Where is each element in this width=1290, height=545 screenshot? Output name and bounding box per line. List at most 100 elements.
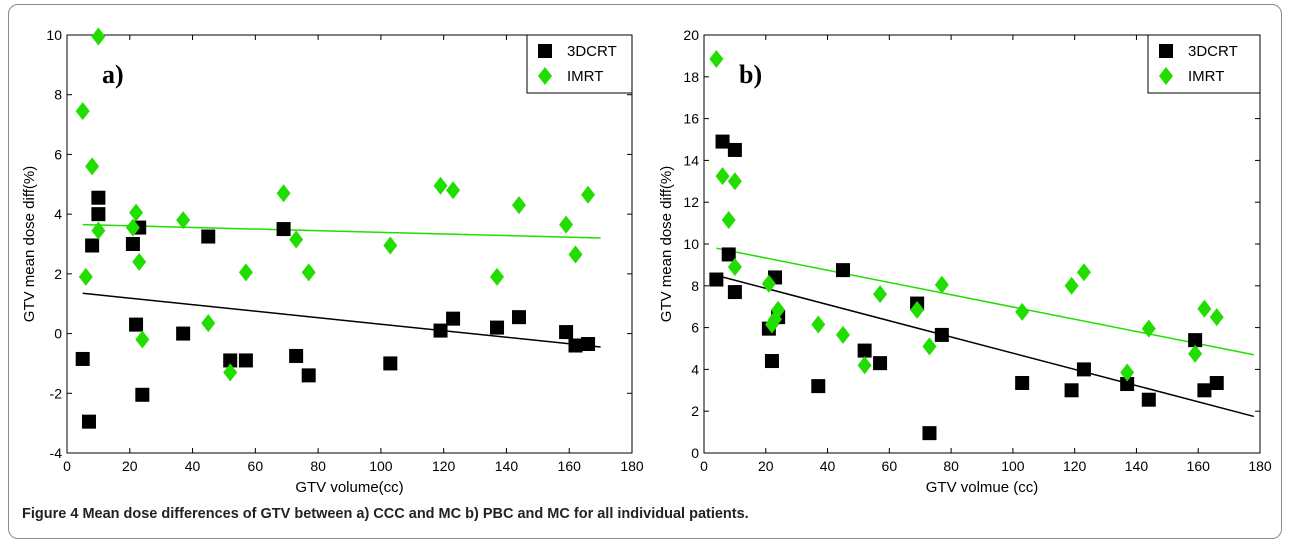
panel-a-imrt-point xyxy=(125,218,140,237)
panel-b-x-tick-label: 180 xyxy=(1248,458,1272,474)
panel-b-3dcrt-point xyxy=(1076,362,1091,377)
panel-a-3dcrt-point xyxy=(176,326,191,341)
panel-a-imrt-point xyxy=(78,267,93,286)
panel-a-3dcrt-point xyxy=(91,207,106,222)
panel-b-imrt-point xyxy=(1188,344,1203,363)
panel-b-3dcrt-point xyxy=(1188,333,1203,348)
panel-a-3dcrt-point xyxy=(81,414,96,429)
panel-a-imrt-point xyxy=(581,185,596,204)
panel-a-imrt-point xyxy=(568,245,583,264)
panel-b-3dcrt-point xyxy=(1209,375,1224,390)
panel-b-imrt-point xyxy=(836,325,850,344)
figure-frame xyxy=(8,4,1282,539)
panel-b-3dcrt-point xyxy=(715,134,730,149)
panel-b-x-axis-label: GTV volmue (cc) xyxy=(926,479,1039,496)
panel-b-x-tick-label: 20 xyxy=(758,458,774,474)
panel-a-legend-marker-3dcrt xyxy=(538,44,552,58)
panel-a-3dcrt-point xyxy=(568,338,583,353)
panel-b-imrt-point xyxy=(934,275,949,294)
panel-b-imrt-point xyxy=(873,285,888,304)
panel-b-3dcrt-point xyxy=(934,327,949,342)
panel-a-imrt-point xyxy=(91,221,106,240)
panel-b-y-tick-label: 10 xyxy=(683,236,699,252)
panel-b-imrt-point xyxy=(857,356,872,375)
panel-b-imrt-point xyxy=(715,167,730,186)
panel-a-3dcrt-point xyxy=(581,337,596,352)
panel-a-imrt-point xyxy=(238,263,253,282)
panel-a-imrt-point xyxy=(559,215,574,234)
panel-a-imrt-point xyxy=(289,230,304,249)
panel-a-x-tick-label: 40 xyxy=(185,458,201,474)
panel-a-3dcrt-point xyxy=(75,351,90,366)
panel-b-x-tick-label: 160 xyxy=(1187,458,1211,474)
panel-a-3dcrt-point xyxy=(223,353,238,368)
caption-text: Mean dose differences of GTV between a) … xyxy=(82,506,749,522)
panel-a-y-tick-label: 6 xyxy=(54,146,62,162)
panel-a-axes-box xyxy=(66,34,633,454)
panel-b-3dcrt-point xyxy=(1064,383,1079,398)
panel-a-y-tick-label: -4 xyxy=(50,445,63,461)
panel-b-3dcrt-trend-line xyxy=(716,274,1255,418)
panel-b-y-tick-label: 12 xyxy=(683,194,699,210)
panel-b-x-tick-label: 80 xyxy=(943,458,959,474)
panel-a-3dcrt-point xyxy=(276,222,291,237)
panel-b-legend-label-imrt: IMRT xyxy=(1188,68,1224,85)
panel-b-y-tick-label: 18 xyxy=(683,69,699,85)
panel-b-legend-marker-3dcrt xyxy=(1159,44,1173,58)
panel-b-3dcrt-point xyxy=(1015,375,1030,390)
panel-a-imrt-point xyxy=(276,184,291,203)
panel-a-x-tick-label: 160 xyxy=(558,458,582,474)
panel-b-x-tick-label: 60 xyxy=(882,458,898,474)
panel-b-imrt-point xyxy=(910,300,925,319)
panel-a-3dcrt-point xyxy=(125,237,140,251)
panel-b-x-tick-label: 100 xyxy=(1001,458,1025,474)
panel-a-x-tick-label: 120 xyxy=(432,458,456,474)
panel-a-imrt-point xyxy=(91,27,106,46)
panel-b-imrt-point xyxy=(1015,302,1030,321)
panel-a-imrt-point xyxy=(383,236,398,255)
panel-b-x-tick-label: 120 xyxy=(1063,458,1087,474)
panel-b-imrt-trend-line xyxy=(716,247,1254,356)
panel-a-panel-label: a) xyxy=(102,60,124,89)
panel-a-imrt-point xyxy=(135,330,150,349)
panel-b-legend-label-3dcrt: 3DCRT xyxy=(1188,43,1238,60)
panel-b-3dcrt-point xyxy=(811,379,826,394)
panel-b-imrt-point xyxy=(721,210,736,229)
panel-b-3dcrt-point xyxy=(836,263,850,278)
panel-a-3dcrt-point xyxy=(85,238,100,253)
panel-a-y-tick-label: 4 xyxy=(54,206,62,222)
panel-b-y-tick-label: 14 xyxy=(683,152,699,168)
panel-b-imrt-point xyxy=(771,300,786,319)
panel-a-x-tick-label: 0 xyxy=(63,458,71,474)
panel-b-y-tick-label: 0 xyxy=(691,445,699,461)
panel-b-3dcrt-point xyxy=(1197,383,1212,398)
panel-a-legend-marker-imrt xyxy=(538,67,552,85)
panel-b-3dcrt-point xyxy=(727,142,742,157)
panel-a-x-tick-label: 60 xyxy=(248,458,264,474)
panel-a-y-tick-label: 10 xyxy=(46,27,62,43)
panel-a-3dcrt-point xyxy=(289,348,304,363)
panel-a-legend-label-3dcrt: 3DCRT xyxy=(567,43,617,60)
panel-a-imrt-point xyxy=(129,203,144,222)
panel-b-y-tick-label: 4 xyxy=(691,361,699,377)
panel-a-imrt-point xyxy=(433,176,448,195)
panel-b-x-tick-label: 140 xyxy=(1125,458,1149,474)
figure-caption: Figure 4 Mean dose differences of GTV be… xyxy=(22,506,749,522)
panel-b-axes-box xyxy=(703,34,1261,454)
panel-a-3dcrt-point xyxy=(201,229,216,244)
panel-a-x-tick-label: 80 xyxy=(310,458,326,474)
panel-a-y-axis-label: GTV mean dose diff(%) xyxy=(21,166,38,322)
panel-b-3dcrt-point xyxy=(857,343,872,358)
panel-a-imrt-trend-line xyxy=(82,223,601,239)
panel-a-3dcrt-point xyxy=(383,356,398,371)
panel-b-imrt-point xyxy=(922,337,937,356)
panel-a-x-tick-label: 140 xyxy=(495,458,519,474)
panel-a-3dcrt-point xyxy=(490,320,505,335)
panel-b-3dcrt-point xyxy=(721,247,736,262)
panel-b-y-axis-label: GTV mean dose diff(%) xyxy=(658,166,675,322)
panel-b-3dcrt-point xyxy=(764,354,779,369)
panel-b-imrt-point xyxy=(709,50,724,69)
panel-a-x-tick-label: 100 xyxy=(369,458,393,474)
panel-a-legend-label-imrt: IMRT xyxy=(567,68,603,85)
panel-a-y-tick-label: 0 xyxy=(54,326,62,342)
